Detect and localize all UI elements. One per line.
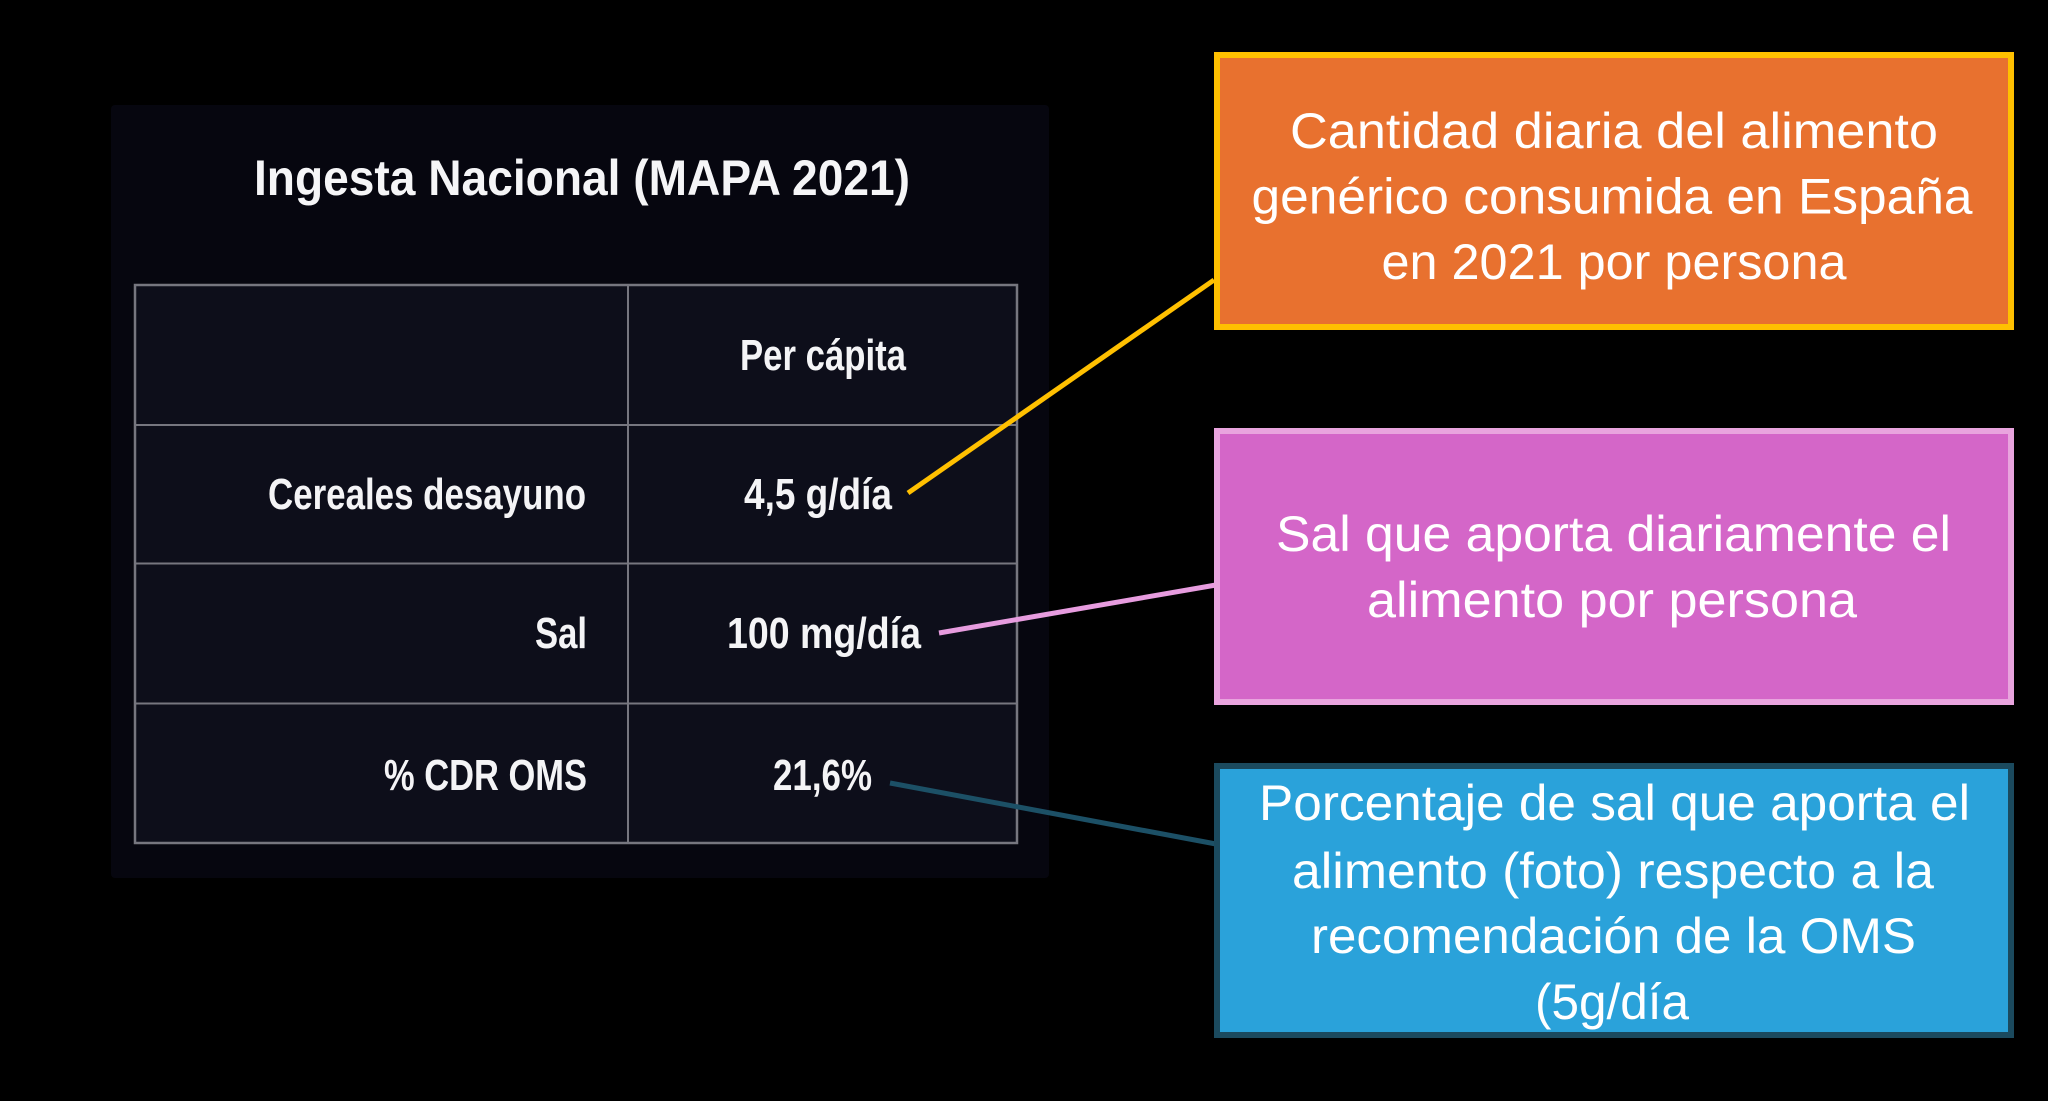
svg-text:alimento (foto) respecto a la: alimento (foto) respecto a la [1292, 843, 1934, 899]
svg-text:Porcentaje de sal que aporta e: Porcentaje de sal que aporta el [1259, 775, 1970, 831]
svg-text:4,5 g/día: 4,5 g/día [744, 470, 892, 519]
svg-text:% CDR OMS: % CDR OMS [384, 751, 587, 800]
svg-text:en 2021 por persona: en 2021 por persona [1382, 234, 1847, 290]
svg-text:Ingesta Nacional (MAPA 2021): Ingesta Nacional (MAPA 2021) [254, 150, 910, 206]
svg-text:Per cápita: Per cápita [740, 331, 906, 380]
svg-text:21,6%: 21,6% [773, 751, 872, 800]
svg-text:alimento por persona: alimento por persona [1367, 572, 1857, 628]
svg-text:genérico consumida en España: genérico consumida en España [1252, 169, 1973, 225]
svg-text:100 mg/día: 100 mg/día [727, 609, 921, 658]
svg-text:recomendación de la OMS: recomendación de la OMS [1311, 908, 1916, 964]
svg-text:Cereales desayuno: Cereales desayuno [268, 470, 586, 519]
svg-text:Cantidad diaria del alimento: Cantidad diaria del alimento [1290, 103, 1938, 159]
svg-text:(5g/día: (5g/día [1535, 974, 1689, 1030]
svg-text:Sal que aporta diariamente el: Sal que aporta diariamente el [1276, 506, 1951, 562]
svg-text:Sal: Sal [535, 609, 587, 658]
